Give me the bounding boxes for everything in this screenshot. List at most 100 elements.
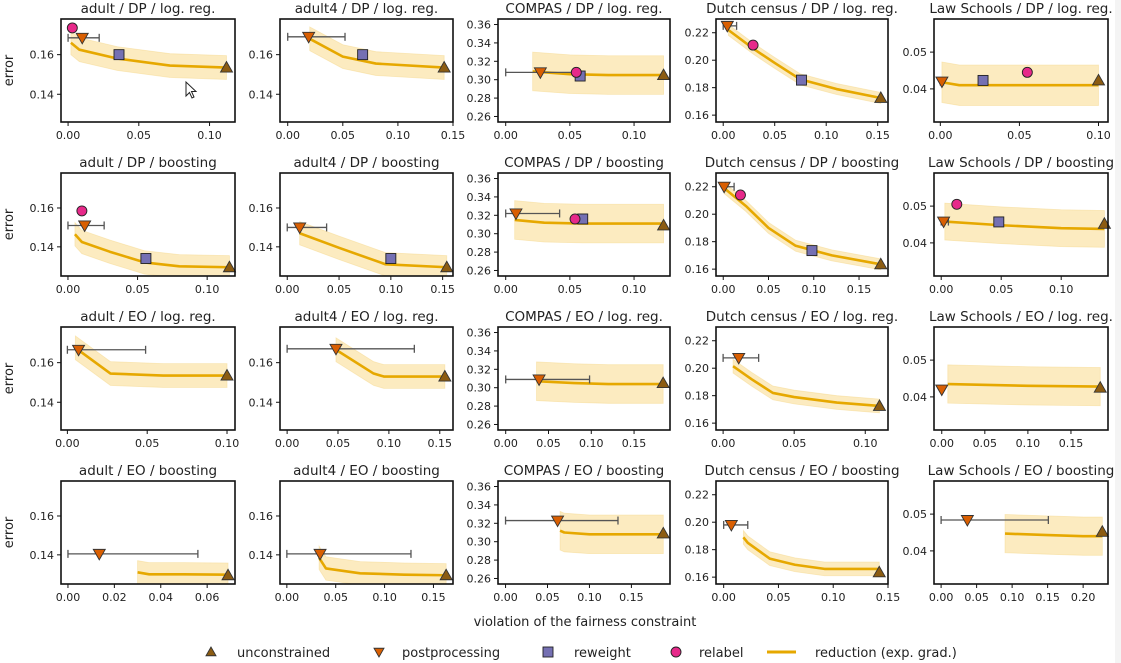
x-tick-label: 0.05: [1007, 129, 1032, 142]
subplot-frame: [715, 480, 889, 585]
subplot-frame: [497, 18, 671, 123]
triangle-down-icon: [373, 647, 385, 658]
x-tick-label: 0.05: [766, 591, 791, 604]
unconstrained-marker: [440, 260, 454, 273]
reduction-line: [732, 365, 880, 408]
y-tick-label: 0.32: [467, 209, 492, 222]
x-tick-label: 0.00: [711, 591, 736, 604]
subplot: adult4 / DP / log. reg. 0.00 0.05 0.10 0.15 0…: [249, 1, 466, 142]
plot-area: [722, 21, 882, 104]
x-tick-label: 0.15: [619, 591, 644, 604]
y-tick-label: 0.18: [685, 236, 710, 249]
subplot-title: Dutch census / EO / boosting: [704, 463, 899, 479]
subplot-frame: [60, 172, 236, 277]
y-tick-label: 0.20: [685, 362, 710, 375]
reweight-marker: [140, 253, 152, 264]
unconstrained-marker: [1093, 380, 1108, 393]
y-tick-label: 0.18: [685, 82, 710, 95]
legend: unconstrained postprocessing reweight relab…: [205, 646, 957, 661]
y-tick-label: 0.05: [903, 508, 928, 521]
subplot: Law Schools / DP / log. reg. 0.00 0.05 0.10…: [903, 1, 1113, 142]
reduction-line: [1004, 532, 1103, 538]
y-axis-label: error: [2, 208, 17, 240]
relabel-marker: [569, 213, 581, 225]
y-tick-label: 0.30: [467, 74, 492, 87]
reduction-confidence-band: [532, 51, 664, 95]
subplot-title: COMPAS / DP / boosting: [504, 155, 664, 171]
panels-grid: adult / DP / log. reg. 0.00 0.05 0.10 0.14 0.…: [2, 1, 1114, 604]
subplot: COMPAS / EO / log. reg. 0.00 0.05 0.10 0.15 0…: [467, 309, 671, 450]
postprocessing-marker: [934, 384, 949, 397]
y-tick-label: 0.22: [685, 181, 710, 194]
y-tick-label: 0.05: [903, 354, 928, 367]
x-tick-label: 0.10: [579, 437, 604, 450]
reduction-confidence-band: [299, 221, 448, 276]
subplot-frame: [279, 480, 454, 585]
postprocessing-marker: [960, 515, 975, 527]
y-tick-label: 0.28: [467, 554, 492, 567]
x-tick-label: 0.05: [327, 283, 352, 296]
relabel-marker: [951, 198, 963, 210]
postprocessing-marker: [292, 222, 307, 235]
y-tick-label: 0.30: [467, 228, 492, 241]
y-tick-label: 0.16: [30, 202, 55, 215]
subplot: adult4 / EO / log. reg. 0.00 0.05 0.10 0.15 0…: [249, 309, 454, 450]
subplot-title: COMPAS / DP / log. reg.: [505, 1, 662, 17]
subplot-title: Law Schools / EO / log. reg.: [929, 309, 1113, 325]
plot-area: [722, 353, 880, 414]
legend-item-relabel: relabel: [670, 646, 744, 661]
x-tick-label: 0.00: [929, 591, 954, 604]
reduction-line: [335, 348, 445, 378]
reduction-confidence-band: [74, 221, 230, 276]
relabel-marker: [570, 66, 582, 78]
x-tick-label: 0.10: [377, 437, 402, 450]
x-tick-label: 0.10: [1086, 129, 1111, 142]
x-tick-label: 0.00: [929, 283, 954, 296]
legend-label: postprocessing: [402, 646, 500, 661]
y-tick-label: 0.04: [903, 391, 928, 404]
subplot: Law Schools / EO / log. reg. 0.00 0.05 0.10…: [903, 309, 1113, 450]
plot-area: [286, 337, 446, 389]
relabel-marker: [66, 22, 78, 34]
x-tick-label: 0.00: [711, 283, 736, 296]
y-tick-label: 0.26: [467, 110, 492, 123]
unconstrained-marker: [439, 568, 453, 581]
unconstrained-marker: [873, 257, 888, 270]
y-tick-label: 0.05: [903, 46, 928, 59]
reweight-marker: [113, 49, 125, 61]
x-tick-label: 0.00: [56, 283, 81, 296]
subplot: adult4 / DP / boosting 0.00 0.05 0.10 0.15 0.…: [249, 155, 455, 296]
subplot-title: Dutch census / DP / boosting: [705, 155, 900, 171]
x-tick-label: 0.05: [782, 437, 807, 450]
unconstrained-marker: [438, 369, 452, 382]
x-tick-label: 0.05: [964, 591, 989, 604]
relabel-marker: [1021, 66, 1033, 78]
reduction-line: [74, 346, 228, 377]
subplot: Dutch census / DP / boosting 0.00 0.05 0.10…: [685, 155, 900, 296]
y-tick-label: 0.34: [467, 191, 492, 204]
subplot: COMPAS / DP / boosting 0.00 0.05 0.10 0.26 0.…: [467, 155, 671, 296]
y-tick-label: 0.14: [249, 241, 274, 254]
subplot-title: COMPAS / EO / boosting: [504, 463, 665, 479]
x-tick-label: 0.05: [558, 129, 583, 142]
y-tick-label: 0.04: [903, 83, 928, 96]
scrollbar[interactable]: [1115, 0, 1121, 663]
postprocessing-marker: [77, 220, 92, 233]
legend-label: reduction (exp. grad.): [815, 646, 957, 661]
postprocessing-marker: [313, 548, 327, 561]
y-tick-label: 0.14: [249, 549, 274, 562]
y-tick-label: 0.22: [685, 489, 710, 502]
subplot: adult / DP / log. reg. 0.00 0.05 0.10 0.14 0.…: [2, 1, 236, 142]
reduction-confidence-band: [732, 358, 880, 414]
plot-area: [505, 361, 664, 404]
y-tick-label: 0.34: [467, 345, 492, 358]
subplot-frame: [715, 172, 889, 277]
subplot: COMPAS / EO / boosting 0.00 0.05 0.10 0.15 0.…: [467, 463, 671, 604]
subplot-frame: [497, 480, 671, 585]
reweight-marker: [806, 245, 818, 257]
unconstrained-marker: [1091, 73, 1106, 86]
subplot-frame: [60, 480, 236, 585]
x-tick-label: 0.00: [275, 283, 300, 296]
reweight-marker: [993, 216, 1005, 228]
x-tick-label: 0.00: [493, 591, 518, 604]
